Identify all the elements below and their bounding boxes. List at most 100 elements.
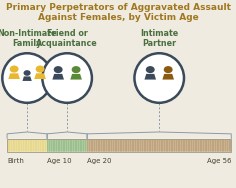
FancyBboxPatch shape [39,139,40,152]
FancyBboxPatch shape [7,139,8,152]
FancyBboxPatch shape [199,139,200,152]
FancyBboxPatch shape [177,139,178,152]
Polygon shape [8,73,20,79]
FancyBboxPatch shape [119,139,120,152]
FancyBboxPatch shape [36,139,37,152]
FancyBboxPatch shape [83,139,84,152]
FancyBboxPatch shape [48,139,49,152]
FancyBboxPatch shape [52,139,53,152]
FancyBboxPatch shape [56,139,57,152]
FancyBboxPatch shape [167,139,168,152]
FancyBboxPatch shape [135,139,136,152]
FancyBboxPatch shape [51,139,52,152]
FancyBboxPatch shape [13,139,14,152]
FancyBboxPatch shape [38,139,39,152]
FancyBboxPatch shape [208,139,209,152]
FancyBboxPatch shape [158,139,159,152]
FancyBboxPatch shape [201,139,202,152]
Text: Non-Intimate
Family: Non-Intimate Family [0,29,57,48]
FancyBboxPatch shape [87,139,88,152]
FancyBboxPatch shape [42,139,43,152]
FancyBboxPatch shape [142,139,143,152]
FancyBboxPatch shape [33,139,34,152]
FancyBboxPatch shape [62,139,63,152]
FancyBboxPatch shape [27,139,28,152]
FancyBboxPatch shape [34,139,35,152]
FancyBboxPatch shape [122,139,123,152]
FancyBboxPatch shape [176,139,177,152]
FancyBboxPatch shape [220,139,221,152]
FancyBboxPatch shape [185,139,186,152]
FancyBboxPatch shape [25,139,26,152]
FancyBboxPatch shape [26,139,27,152]
FancyBboxPatch shape [162,139,163,152]
Circle shape [10,65,19,73]
FancyBboxPatch shape [74,139,75,152]
FancyBboxPatch shape [19,139,20,152]
FancyBboxPatch shape [50,139,51,152]
Text: Intimate
Partner: Intimate Partner [140,29,178,48]
FancyBboxPatch shape [77,139,78,152]
FancyBboxPatch shape [124,139,125,152]
FancyBboxPatch shape [101,139,102,152]
FancyBboxPatch shape [84,139,85,152]
FancyBboxPatch shape [180,139,181,152]
FancyBboxPatch shape [151,139,152,152]
FancyBboxPatch shape [198,139,199,152]
Circle shape [164,66,173,73]
FancyBboxPatch shape [108,139,109,152]
FancyBboxPatch shape [9,139,10,152]
FancyBboxPatch shape [8,139,9,152]
FancyBboxPatch shape [30,139,31,152]
FancyBboxPatch shape [22,139,23,152]
FancyBboxPatch shape [153,139,154,152]
FancyBboxPatch shape [134,139,135,152]
FancyBboxPatch shape [99,139,100,152]
FancyBboxPatch shape [75,139,76,152]
FancyBboxPatch shape [61,139,62,152]
FancyBboxPatch shape [12,139,13,152]
FancyBboxPatch shape [140,139,141,152]
FancyBboxPatch shape [92,139,93,152]
FancyBboxPatch shape [65,139,66,152]
FancyBboxPatch shape [147,139,148,152]
Text: Primary Perpetrators of Aggravated Assault: Primary Perpetrators of Aggravated Assau… [5,3,231,12]
FancyBboxPatch shape [28,139,29,152]
FancyBboxPatch shape [132,139,133,152]
FancyBboxPatch shape [182,139,183,152]
FancyBboxPatch shape [195,139,196,152]
Circle shape [36,65,45,73]
FancyBboxPatch shape [45,139,46,152]
FancyBboxPatch shape [179,139,180,152]
FancyBboxPatch shape [98,139,99,152]
FancyBboxPatch shape [149,139,150,152]
FancyBboxPatch shape [23,139,24,152]
FancyBboxPatch shape [175,139,176,152]
FancyBboxPatch shape [82,139,83,152]
FancyBboxPatch shape [21,139,22,152]
FancyBboxPatch shape [94,139,95,152]
FancyBboxPatch shape [217,139,218,152]
FancyBboxPatch shape [114,139,115,152]
FancyBboxPatch shape [168,139,169,152]
FancyBboxPatch shape [129,139,130,152]
FancyBboxPatch shape [194,139,195,152]
Text: Against Females, by Victim Age: Against Females, by Victim Age [38,13,198,22]
FancyBboxPatch shape [58,139,59,152]
FancyBboxPatch shape [105,139,106,152]
Polygon shape [162,74,174,80]
FancyBboxPatch shape [37,139,38,152]
FancyBboxPatch shape [115,139,116,152]
FancyBboxPatch shape [79,139,80,152]
FancyBboxPatch shape [104,139,105,152]
Ellipse shape [42,53,92,103]
FancyBboxPatch shape [121,139,122,152]
FancyBboxPatch shape [106,139,107,152]
Text: Age 10: Age 10 [47,158,72,164]
FancyBboxPatch shape [137,139,138,152]
FancyBboxPatch shape [225,139,226,152]
FancyBboxPatch shape [54,139,55,152]
FancyBboxPatch shape [206,139,207,152]
FancyBboxPatch shape [189,139,190,152]
FancyBboxPatch shape [81,139,82,152]
